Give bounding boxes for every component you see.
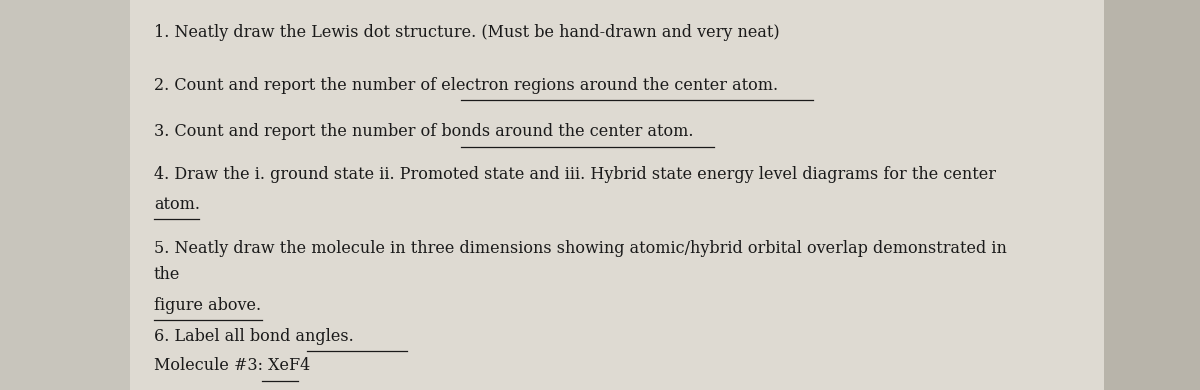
Text: 2. Count and report the number of electron regions around the center atom.: 2. Count and report the number of electr…: [154, 76, 778, 94]
Text: 1. Neatly draw the Lewis dot structure. (Must be hand-drawn and very neat): 1. Neatly draw the Lewis dot structure. …: [154, 24, 780, 41]
Text: 4. Draw the i. ground state ii. Promoted state and iii. Hybrid state energy leve: 4. Draw the i. ground state ii. Promoted…: [154, 166, 996, 183]
Text: 5. Neatly draw the molecule in three dimensions showing atomic/hybrid orbital ov: 5. Neatly draw the molecule in three dim…: [154, 240, 1007, 257]
Text: 3. Count and report the number of bonds around the center atom.: 3. Count and report the number of bonds …: [154, 123, 694, 140]
Text: the: the: [154, 266, 180, 283]
Text: figure above.: figure above.: [154, 297, 262, 314]
Text: atom.: atom.: [154, 195, 200, 213]
Text: 6. Label all bond angles.: 6. Label all bond angles.: [154, 328, 354, 345]
Text: Molecule #3: XeF4: Molecule #3: XeF4: [154, 357, 311, 374]
